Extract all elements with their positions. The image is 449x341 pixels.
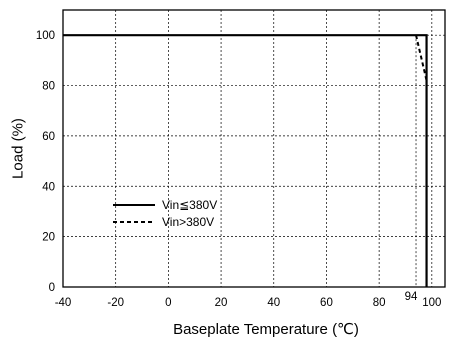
annotations: 94 [405, 291, 418, 303]
legend: Vin≦380V Vin>380V [113, 198, 217, 229]
x-tick-label: -40 [55, 297, 72, 309]
x-tick-label: -20 [107, 297, 124, 309]
tick-labels: -40 -20 0 20 40 60 80 100 0 20 40 60 80 100 [36, 30, 442, 309]
x-tick-label: 60 [320, 297, 333, 309]
series-lines [63, 34, 428, 287]
plot-frame [62, 9, 446, 288]
x-tick-label: 20 [215, 297, 228, 309]
x-tick-label: 40 [267, 297, 280, 309]
annotation-label: 94 [405, 291, 418, 303]
x-tick-label: 0 [165, 297, 171, 309]
x-tick-label: 100 [422, 297, 441, 309]
y-tick-label: 60 [42, 131, 55, 143]
y-tick-label: 100 [36, 30, 55, 42]
y-tick-label: 20 [42, 232, 55, 244]
series-line-1 [63, 34, 428, 287]
y-tick-label: 80 [42, 81, 55, 93]
y-axis-title: Load (%) [10, 118, 27, 179]
x-axis-title: Baseplate Temperature (℃) [173, 321, 359, 338]
legend-label-series-1: Vin≦380V [162, 198, 217, 212]
grid [63, 10, 445, 287]
series-line-2 [415, 34, 428, 81]
y-tick-label: 0 [49, 282, 55, 294]
y-tick-label: 40 [42, 181, 55, 193]
legend-label-series-2: Vin>380V [162, 215, 214, 229]
x-tick-label: 80 [373, 297, 386, 309]
